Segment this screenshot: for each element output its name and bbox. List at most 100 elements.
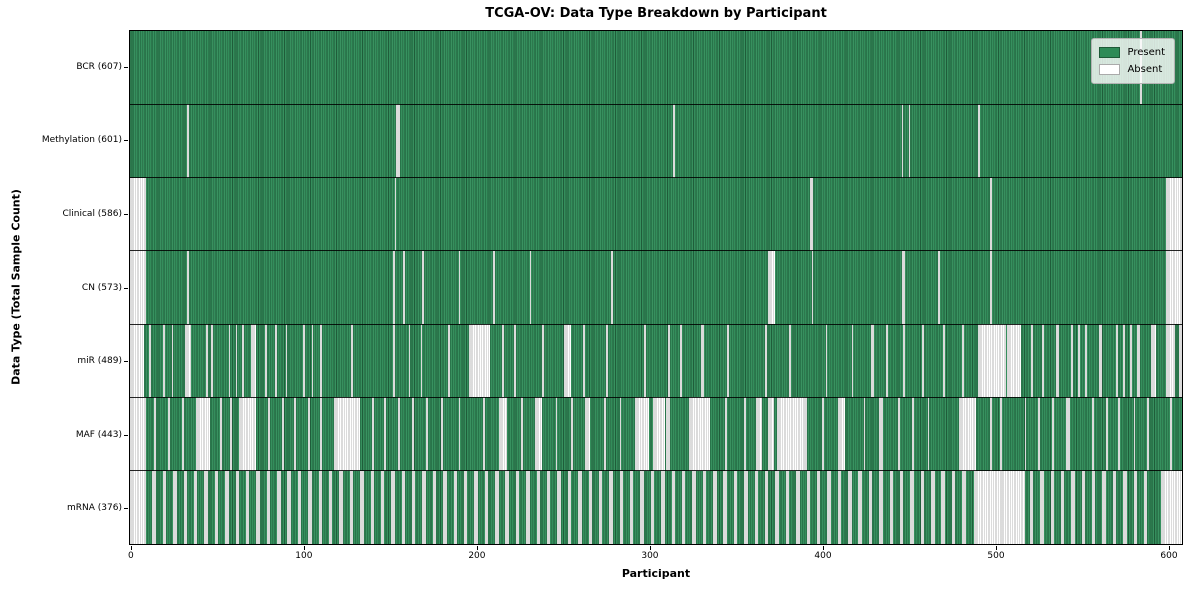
absent-stripe [1071, 324, 1073, 398]
y-tick-label-MAF: MAF (443) [75, 429, 122, 440]
absent-stripe [585, 397, 591, 471]
absent-stripe [768, 250, 776, 325]
absent-stripe [765, 324, 767, 398]
absent-stripe [1169, 397, 1172, 471]
absent-stripe [458, 250, 461, 325]
y-axis-tick [124, 287, 128, 289]
absent-stripe [630, 470, 634, 544]
absent-stripe [1123, 470, 1127, 544]
absent-stripe [351, 324, 354, 398]
absent-stripe [1117, 397, 1120, 471]
absent-stripe [360, 470, 364, 544]
absent-stripe [1055, 324, 1060, 398]
absent-stripe [713, 470, 717, 544]
absent-stripe [171, 324, 174, 398]
legend-absent-swatch [1099, 64, 1121, 75]
absent-stripe [422, 470, 426, 544]
y-tick-label-Clinical: Clinical (586) [62, 208, 122, 219]
absent-stripe [534, 397, 542, 471]
absent-stripe [688, 397, 710, 471]
row-separator [130, 177, 1182, 179]
absent-stripe [370, 470, 374, 544]
absent-stripe [974, 470, 1025, 544]
absent-stripe [239, 397, 257, 471]
row-separator [130, 396, 1182, 398]
absent-stripe [775, 470, 779, 544]
absent-stripe [495, 470, 499, 544]
absent-stripe [297, 470, 302, 544]
row-separator [130, 250, 1182, 252]
absent-stripe [557, 470, 561, 544]
absent-stripe [680, 324, 682, 398]
absent-stripe [536, 470, 541, 544]
absent-stripe [754, 470, 759, 544]
absent-stripe [230, 397, 233, 471]
x-axis-tick [303, 546, 305, 550]
absent-stripe [816, 470, 821, 544]
absent-stripe [484, 470, 489, 544]
absent-stripe [183, 470, 188, 544]
absent-stripe [858, 470, 862, 544]
absent-stripe [130, 177, 146, 251]
absent-stripe [303, 324, 305, 398]
absent-stripe [1092, 397, 1094, 471]
plot-area: Present Absent [129, 30, 1183, 545]
absent-stripe [673, 104, 676, 178]
absent-stripe [458, 397, 461, 471]
absent-stripe [162, 470, 167, 544]
absent-stripe [1052, 397, 1054, 471]
absent-stripe [173, 470, 177, 544]
absent-stripe [393, 250, 395, 325]
absent-stripe [453, 470, 457, 544]
absent-stripe [958, 397, 977, 471]
absent-stripe [951, 470, 956, 544]
absent-stripe [275, 324, 278, 398]
absent-stripe [294, 397, 297, 471]
absent-stripe [588, 470, 592, 544]
x-axis-tick [130, 546, 132, 550]
x-axis-label: Participant [621, 567, 691, 580]
legend: Present Absent [1091, 38, 1175, 84]
absent-stripe [308, 470, 312, 544]
absent-stripe [868, 470, 873, 544]
absent-stripe [837, 397, 845, 471]
absent-stripe [394, 177, 397, 251]
absent-stripe [1029, 470, 1034, 544]
x-tick-label-300: 300 [641, 551, 659, 561]
absent-stripe [396, 104, 400, 178]
absent-stripe [1123, 324, 1125, 398]
absent-stripe [1166, 250, 1182, 325]
absent-stripe [700, 324, 705, 398]
absent-stripe [162, 324, 165, 398]
absent-stripe [962, 324, 964, 398]
absent-stripe [1166, 324, 1176, 398]
absent-stripe [962, 470, 966, 544]
legend-present-label: Present [1127, 47, 1165, 58]
absent-stripe [219, 397, 222, 471]
absent-stripe [432, 470, 437, 544]
absent-stripe [1133, 397, 1136, 471]
absent-stripe [408, 324, 411, 398]
absent-stripe [635, 397, 650, 471]
absent-stripe [886, 324, 888, 398]
absent-stripe [443, 470, 447, 544]
absent-stripe [214, 470, 219, 544]
absent-stripe [339, 470, 343, 544]
absent-stripe [311, 324, 314, 398]
x-tick-label-600: 600 [1160, 551, 1178, 561]
heatmap-row-Methylation [130, 104, 1182, 178]
absent-stripe [287, 470, 291, 544]
y-tick-label-miR: miR (489) [77, 356, 122, 367]
absent-stripe [384, 397, 387, 471]
absent-stripe [168, 397, 170, 471]
x-axis-tick [476, 546, 478, 550]
absent-stripe [583, 324, 586, 398]
absent-stripe [692, 470, 696, 544]
absent-stripe [372, 397, 374, 471]
absent-stripe [181, 397, 184, 471]
row-separator [130, 103, 1182, 105]
absent-stripe [1143, 470, 1148, 544]
absent-stripe [420, 324, 423, 398]
row-separator [130, 470, 1182, 472]
absent-stripe [811, 250, 814, 325]
